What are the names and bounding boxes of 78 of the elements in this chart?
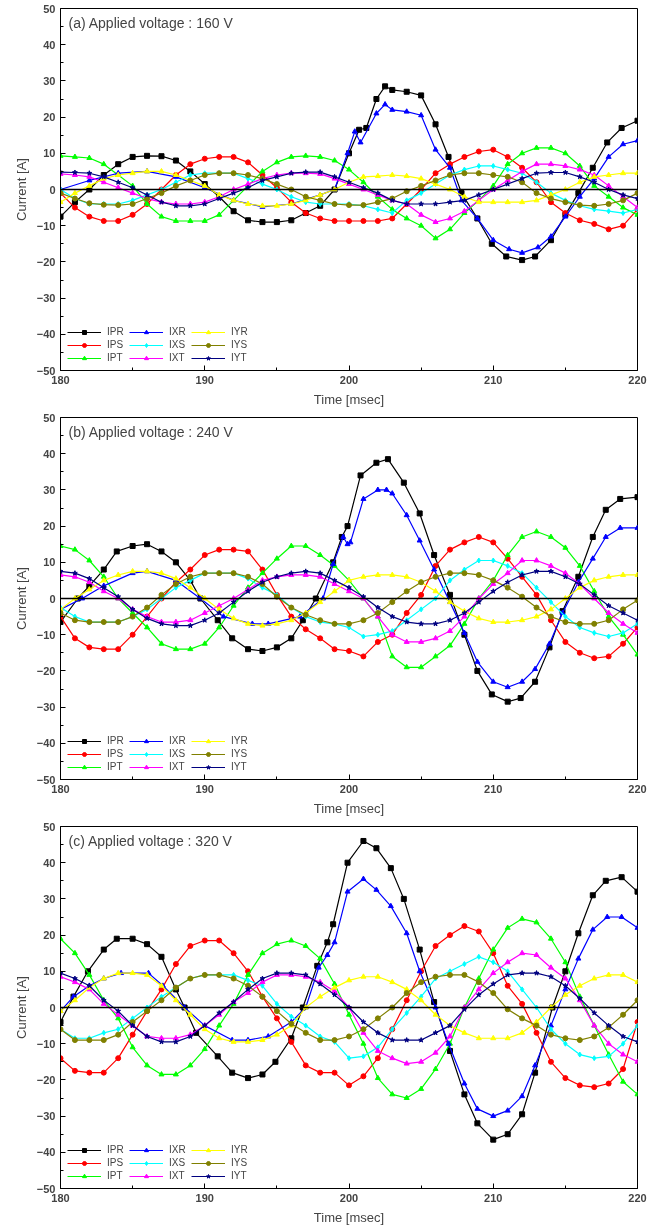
- x-tick-label: 220: [628, 1191, 647, 1204]
- legend-label: IXR: [169, 326, 187, 337]
- x-tick-label: 190: [195, 782, 214, 795]
- legend-label: IYS: [231, 748, 249, 759]
- y-tick-label: 0: [49, 1001, 56, 1014]
- x-tick-label: 200: [339, 782, 359, 795]
- legend-label: IPS: [107, 748, 125, 759]
- legend-label: IYR: [231, 735, 249, 746]
- y-axis-title: Current [A]: [13, 158, 29, 221]
- legend-label: IPT: [107, 1170, 124, 1181]
- y-tick-label: −30: [36, 292, 56, 305]
- y-tick-label: −30: [36, 701, 56, 714]
- x-axis-title: Time [msec]: [313, 1209, 385, 1225]
- legend-label: IXS: [169, 1157, 187, 1168]
- legend-label: IYS: [231, 1157, 249, 1168]
- y-tick-label: −20: [36, 1073, 56, 1086]
- y-tick-label: 10: [43, 556, 56, 569]
- y-axis-title: Current [A]: [13, 567, 29, 630]
- legend-label: IYS: [231, 339, 249, 350]
- y-tick-label: −10: [36, 1037, 56, 1050]
- legend-label: IXR: [169, 1144, 187, 1155]
- legend-label: IXT: [169, 761, 186, 772]
- x-tick-label: 200: [339, 1191, 359, 1204]
- y-tick-label: 40: [43, 38, 56, 51]
- legend-label: IPT: [107, 761, 124, 772]
- y-tick-label: 40: [43, 856, 56, 869]
- x-tick-label: 190: [195, 1191, 214, 1204]
- text: (a) Applied voltage : 160 V: [68, 14, 234, 31]
- y-tick-label: 30: [43, 483, 56, 496]
- legend-label: IYT: [231, 352, 248, 363]
- y-tick-label: 10: [43, 147, 56, 160]
- legend-label: IPS: [107, 339, 125, 350]
- y-tick-label: −20: [36, 664, 56, 677]
- x-tick-label: 210: [484, 1191, 503, 1204]
- legend-label: IXS: [169, 339, 187, 350]
- y-tick-label: −40: [36, 737, 56, 750]
- x-tick-label: 220: [628, 782, 647, 795]
- x-axis-title: Time [msec]: [313, 800, 385, 816]
- legend-label: IYR: [231, 326, 249, 337]
- y-tick-label: 50: [43, 820, 56, 833]
- y-tick-label: −10: [36, 219, 56, 232]
- legend-label: IPR: [107, 326, 125, 337]
- x-tick-label: 220: [628, 373, 647, 386]
- text: (b) Applied voltage : 240 V: [68, 423, 234, 440]
- legend-label: IXS: [169, 748, 187, 759]
- legend-label: IPR: [107, 1144, 125, 1155]
- y-tick-label: 20: [43, 520, 56, 533]
- y-tick-label: 20: [43, 111, 56, 124]
- legend-label: IXT: [169, 352, 186, 363]
- y-tick-label: 10: [43, 965, 56, 978]
- y-tick-label: 20: [43, 929, 56, 942]
- text: (c) Applied voltage : 320 V: [68, 832, 233, 849]
- y-tick-label: 30: [43, 74, 56, 87]
- y-tick-label: −10: [36, 628, 56, 641]
- legend-label: IPT: [107, 352, 124, 363]
- y-tick-label: 30: [43, 892, 56, 905]
- x-tick-label: 210: [484, 782, 503, 795]
- y-tick-label: 0: [49, 592, 56, 605]
- y-tick-label: 0: [49, 183, 56, 196]
- legend-label: IXT: [169, 1170, 186, 1181]
- y-tick-label: −40: [36, 1146, 56, 1159]
- legend-label: IYT: [231, 761, 248, 772]
- y-tick-label: −20: [36, 255, 56, 268]
- y-tick-label: 50: [43, 2, 56, 15]
- x-tick-label: 190: [195, 373, 214, 386]
- x-axis-title: Time [msec]: [313, 391, 385, 407]
- y-tick-label: −40: [36, 328, 56, 341]
- legend-label: IXR: [169, 735, 187, 746]
- y-axis-title: Current [A]: [13, 976, 29, 1039]
- y-tick-label: −30: [36, 1110, 56, 1123]
- legend-label: IPS: [107, 1157, 125, 1168]
- legend-label: IPR: [107, 735, 125, 746]
- x-tick-label: 210: [484, 373, 503, 386]
- legend-label: IYR: [231, 1144, 249, 1155]
- legend-label: IYT: [231, 1170, 248, 1181]
- y-tick-label: 50: [43, 411, 56, 424]
- y-tick-label: 40: [43, 447, 56, 460]
- x-tick-label: 200: [339, 373, 359, 386]
